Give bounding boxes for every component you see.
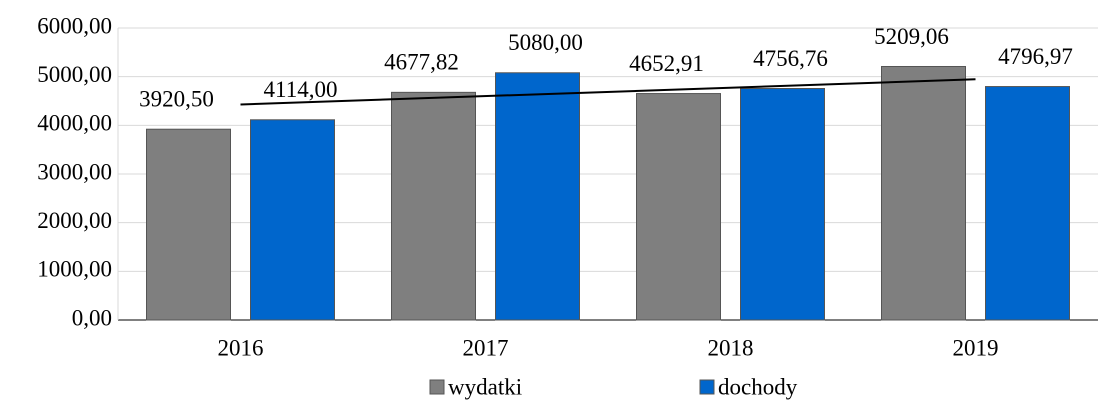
legend-swatch	[429, 379, 445, 395]
bar	[636, 93, 721, 321]
bar	[495, 72, 580, 321]
data-label: 3920,50	[139, 86, 214, 111]
y-tick-label: 4000,00	[37, 111, 112, 136]
x-tick-label: 2018	[708, 335, 754, 360]
y-tick-label: 3000,00	[37, 159, 112, 184]
data-label: 5209,06	[874, 24, 949, 49]
bar	[250, 119, 335, 321]
data-label: 4114,00	[264, 77, 338, 102]
bar	[146, 128, 231, 321]
x-tick-label: 2017	[463, 335, 509, 360]
legend-swatch	[699, 379, 715, 395]
legend-label: wydatki	[448, 374, 522, 399]
data-label: 4677,82	[384, 50, 459, 75]
bar	[740, 88, 825, 321]
x-tick-label: 2019	[953, 335, 999, 360]
data-label: 5080,00	[508, 30, 583, 55]
data-label: 4652,91	[629, 51, 704, 76]
y-tick-label: 5000,00	[37, 62, 112, 87]
bar	[881, 65, 966, 321]
x-tick-label: 2016	[218, 335, 264, 360]
bar	[391, 91, 476, 321]
bar	[985, 86, 1070, 321]
trendline	[240, 78, 976, 106]
y-tick-label: 6000,00	[37, 13, 112, 38]
y-tick-label: 0,00	[72, 305, 112, 330]
y-tick-label: 1000,00	[37, 257, 112, 282]
legend-label: dochody	[718, 374, 798, 399]
data-label: 4756,76	[753, 46, 828, 71]
y-tick-label: 2000,00	[37, 208, 112, 233]
data-label: 4796,97	[998, 44, 1073, 69]
